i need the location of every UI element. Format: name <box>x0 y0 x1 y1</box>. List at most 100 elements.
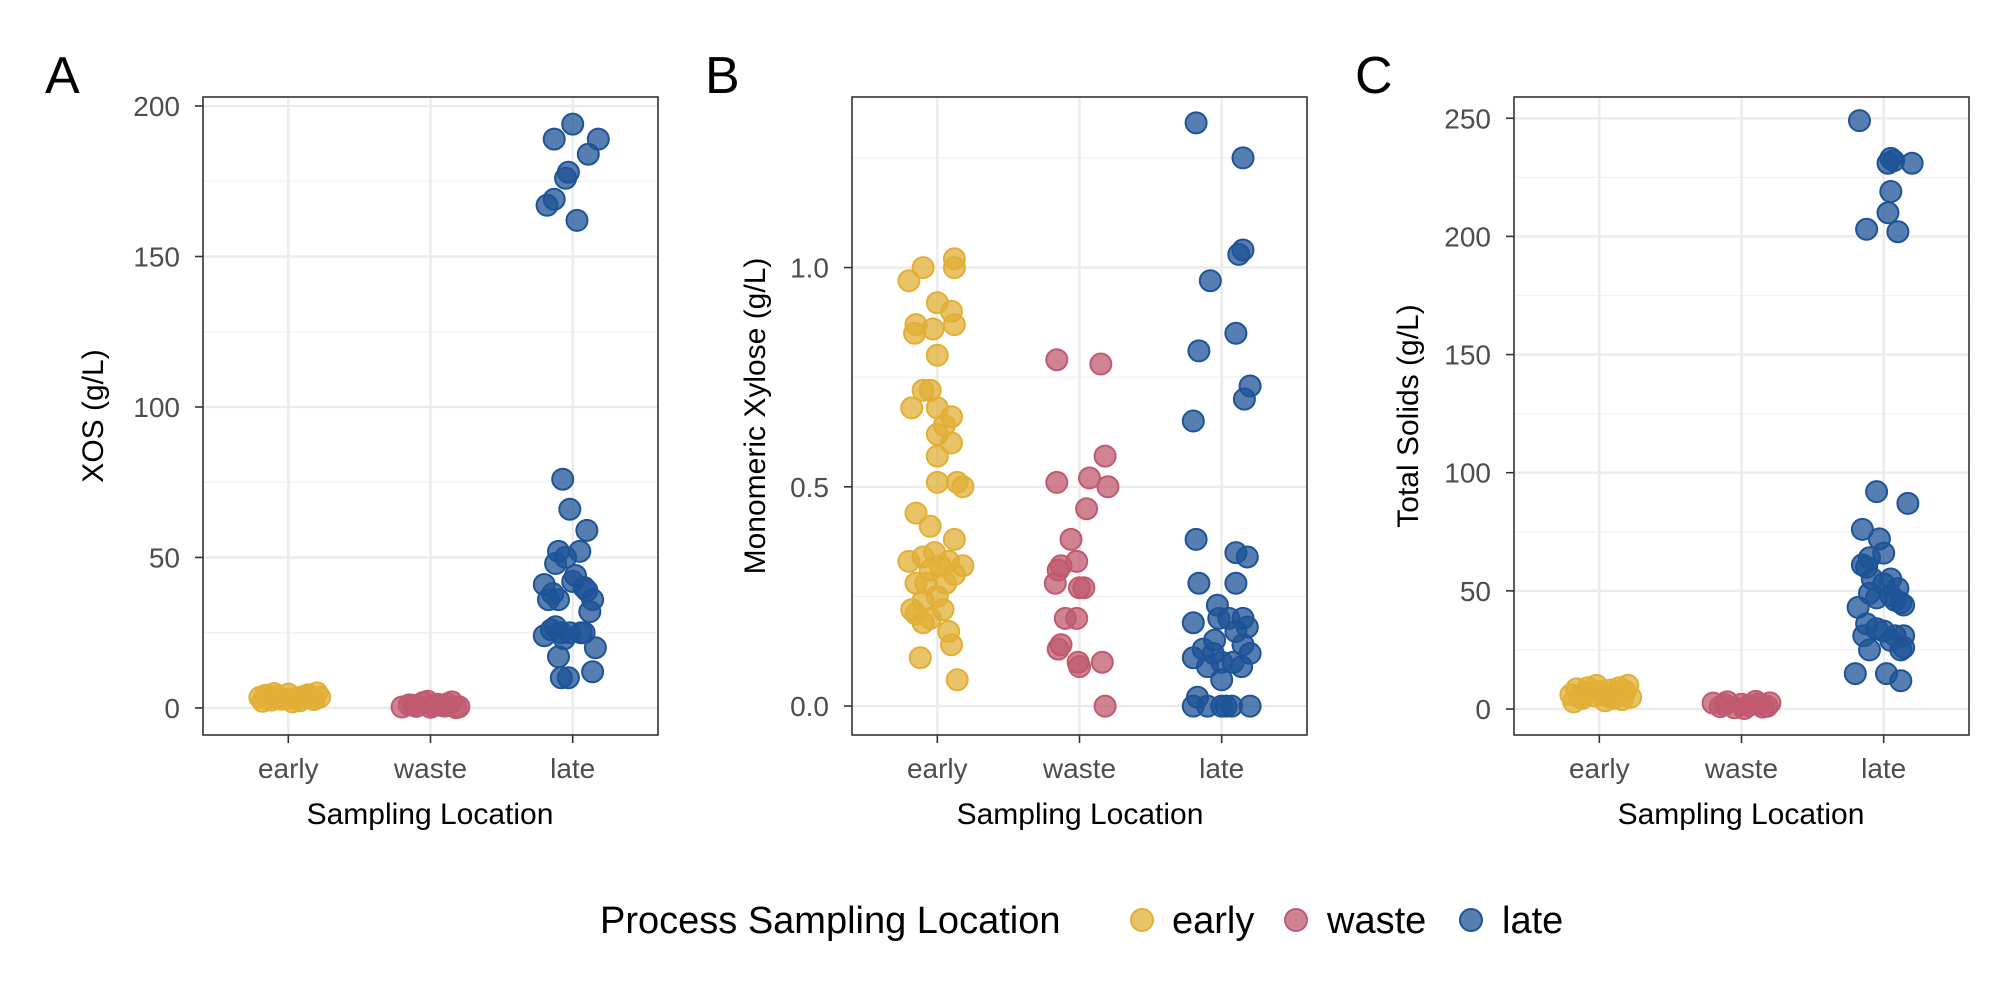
panel-c-y-tick-label: 0 <box>1475 694 1491 725</box>
panel-b-point-waste <box>1065 606 1089 630</box>
panel-b-point-waste <box>1072 576 1096 600</box>
panel-a-point-late <box>532 624 556 648</box>
panel-c-point-early <box>1596 684 1620 708</box>
panel-b-point-late <box>1224 571 1248 595</box>
panel-b-point-waste <box>1078 466 1101 490</box>
panel-b-point-early <box>911 611 935 635</box>
panel-a-point-late <box>565 208 589 232</box>
panel-c-point-late <box>1889 638 1913 662</box>
panel-b-point-late <box>1181 409 1205 433</box>
panel-b-y-tick-label: 0.0 <box>790 691 829 722</box>
panel-b-point-waste <box>1093 444 1117 468</box>
panel-a-point-late <box>583 636 607 660</box>
panel-b-y-tick-label: 1.0 <box>790 253 829 284</box>
panel-c-point-late <box>1900 151 1924 175</box>
panel-b-point-late <box>1207 606 1231 630</box>
panel-b-point-early <box>925 343 949 367</box>
panel-a-point-late <box>547 588 570 612</box>
panel-b-point-late <box>1231 146 1255 170</box>
panel-c-y-tick-label: 250 <box>1444 103 1491 134</box>
legend-label-late: late <box>1502 900 1563 942</box>
panel-c-y-tick-label: 100 <box>1444 458 1491 489</box>
panel-a-y-tick-label: 0 <box>164 693 180 724</box>
panel-a-point-early <box>256 686 280 710</box>
panel-b-point-waste <box>1045 348 1069 372</box>
panel-b-y-tick-label: 0.5 <box>790 472 829 503</box>
panel-c-point-late <box>1843 662 1867 686</box>
panel-a-x-axis-title: Sampling Location <box>307 798 554 831</box>
panel-a-point-late <box>578 600 602 624</box>
panel-b-point-early <box>900 396 924 420</box>
panel-b-point-early <box>940 633 963 657</box>
legend-title: Process Sampling Location <box>600 900 1060 942</box>
panel-a-point-waste <box>430 694 454 717</box>
panel-a-point-late <box>547 645 570 669</box>
panel-b-point-waste <box>1068 655 1091 679</box>
panel-c-point-late <box>1855 217 1879 241</box>
panel-b-point-early <box>942 527 966 551</box>
panel-c-x-tick-label: early <box>1569 753 1630 784</box>
panel-b-point-late <box>1210 668 1234 692</box>
panel-c-point-late <box>1850 517 1874 541</box>
panel-b-point-late <box>1224 321 1248 345</box>
panel-a-y-tick-label: 150 <box>133 242 180 273</box>
panel-a-point-late <box>561 112 585 136</box>
panel-b-point-early <box>897 549 921 573</box>
panel-b-x-tick-label: late <box>1199 753 1244 784</box>
panel-b-x-tick-label: waste <box>1042 753 1116 784</box>
panel-b-point-waste <box>1093 694 1117 718</box>
panel-c-point-late <box>1865 480 1889 504</box>
legend: Process Sampling Location early waste la… <box>600 900 1563 942</box>
panel-c-point-waste <box>1755 694 1779 718</box>
panel-a-y-tick-label: 50 <box>149 542 180 573</box>
panel-b-point-late <box>1181 611 1205 635</box>
panel-b-point-late <box>1187 339 1211 363</box>
panel-b-point-early <box>925 444 949 468</box>
panel-c-y-tick-label: 200 <box>1444 221 1491 252</box>
panel-b-point-late <box>1238 694 1262 718</box>
panel-a-point-late <box>575 518 599 542</box>
panel-b-point-early <box>911 256 935 280</box>
panel-b-point-waste <box>1089 352 1113 376</box>
panel-b-point-waste <box>1059 527 1083 551</box>
panel-a-x-tick-label: late <box>550 753 595 784</box>
panel-b-point-early <box>942 256 966 280</box>
panel-c-point-late <box>1848 109 1871 133</box>
panel-b-point-late <box>1227 242 1251 266</box>
legend-key-late <box>1459 908 1483 932</box>
panel-c-point-late <box>1892 593 1916 617</box>
panel-a-point-late <box>551 467 575 491</box>
panel-c-letter: C <box>1355 47 1393 105</box>
panel-a-point-late <box>542 127 566 151</box>
legend-label-waste: waste <box>1326 900 1426 942</box>
panel-c-point-early <box>1567 685 1591 709</box>
panel-c-x-tick-label: waste <box>1704 753 1778 784</box>
panel-c-x-tick-label: late <box>1861 753 1906 784</box>
panel-c-point-late <box>1886 220 1910 244</box>
panel-c-point-late <box>1876 201 1900 225</box>
panel-b-y-axis-title: Monomeric Xylose (g/L) <box>739 258 772 575</box>
panel-b-point-waste <box>1075 497 1099 521</box>
panel-a-y-axis-title: XOS (g/L) <box>77 349 110 482</box>
panel-c-y-axis-title: Total Solids (g/L) <box>1392 304 1425 527</box>
panel-a-point-late <box>586 127 610 151</box>
panel-b-point-late <box>1184 527 1208 551</box>
panel-b-point-early <box>925 470 949 494</box>
panel-b-x-axis-title: Sampling Location <box>957 798 1204 831</box>
panel-b-point-early <box>940 431 963 455</box>
panel-b-point-late <box>1235 545 1259 569</box>
panel-a-point-late <box>581 660 605 684</box>
panel-a-point-late <box>535 193 559 217</box>
panel-a-letter: A <box>45 47 80 105</box>
panel-b: B 0.0 0.5 1.0 early waste late Monomeric Xylo… <box>705 47 1308 831</box>
panel-b-point-waste <box>1090 650 1114 674</box>
panel-b-x-tick-label: early <box>907 753 968 784</box>
panel-b-point-late <box>1230 655 1254 679</box>
panel-a-x-tick-label: waste <box>393 753 467 784</box>
panel-c-x-axis-title: Sampling Location <box>1618 798 1865 831</box>
panel-b-point-early <box>921 317 945 341</box>
panel-a-x-tick-label: early <box>258 753 319 784</box>
panel-c-point-late <box>1858 638 1881 662</box>
panel-b-point-waste <box>1046 637 1070 661</box>
